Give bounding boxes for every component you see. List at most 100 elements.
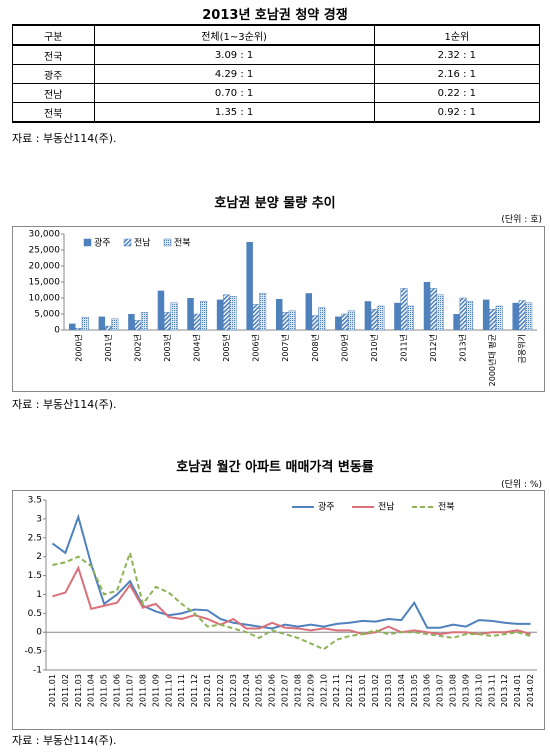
table-row: 광주 4.29 : 1 2.16 : 1 bbox=[12, 64, 541, 84]
x-tick-label: 2012.06 bbox=[268, 674, 277, 707]
bar bbox=[482, 299, 490, 330]
x-tick-label: 2011.09 bbox=[151, 674, 160, 707]
bar bbox=[200, 300, 208, 331]
x-tick-label: 2011.08 bbox=[138, 674, 147, 707]
bar bbox=[489, 308, 497, 331]
table-cell: 광주 bbox=[12, 64, 95, 84]
line bbox=[52, 549, 531, 651]
chart: -1 -0.5 0 0.5 1 1.5 2 2.5 3 3.5 2011.01 2011.02 2011… bbox=[12, 490, 545, 730]
bar bbox=[75, 328, 83, 331]
x-tick-label: 2011.10 bbox=[164, 674, 173, 707]
bar bbox=[305, 293, 313, 330]
y-tick-label: 25,000 bbox=[29, 246, 61, 256]
x-tick-label: 2013.11 bbox=[487, 674, 496, 707]
y-tick-label: 2.5 bbox=[28, 533, 42, 543]
table-row: 전남 0.70 : 1 0.22 : 1 bbox=[12, 83, 541, 103]
header-cell: 1순위 bbox=[373, 24, 541, 46]
chart: 0 5,000 10,000 15,000 20,000 25,000 30,000 2000… bbox=[12, 226, 545, 392]
x-tick-label: 2008년 bbox=[310, 334, 320, 362]
bar bbox=[341, 313, 349, 331]
bar bbox=[495, 305, 503, 331]
x-tick-label: 2007년 bbox=[280, 334, 290, 362]
x-tick-label: 2012.07 bbox=[281, 674, 290, 707]
y-tick-label: 10,000 bbox=[29, 294, 61, 304]
bar bbox=[423, 282, 431, 330]
table-cell: 0.22 : 1 bbox=[373, 83, 541, 103]
table-row: 전북 1.35 : 1 0.92 : 1 bbox=[12, 102, 541, 123]
chart-frame bbox=[12, 490, 545, 730]
y-tick-label: 15,000 bbox=[29, 278, 61, 288]
header-cell: 전체(1~3순위) bbox=[93, 24, 375, 46]
bar bbox=[370, 308, 378, 331]
y-tick-label: 5,000 bbox=[34, 310, 60, 320]
bar bbox=[466, 300, 474, 331]
y-tick-label: 1.5 bbox=[28, 571, 42, 581]
y-tick-label: 0 bbox=[36, 628, 42, 638]
x-tick-label: 2000년 bbox=[73, 334, 83, 362]
x-tick-label: 2013.04 bbox=[397, 674, 406, 707]
x-tick-label: 2013.09 bbox=[461, 674, 470, 707]
y-tick-label: -0.5 bbox=[24, 647, 42, 657]
legend-swatch bbox=[163, 238, 172, 247]
x-tick-label: 2011.02 bbox=[61, 674, 70, 707]
x-tick-label: 2014.02 bbox=[526, 674, 535, 707]
table-cell: 전국 bbox=[12, 44, 95, 65]
bar bbox=[216, 299, 224, 330]
x-tick-label: 2012.02 bbox=[216, 674, 225, 707]
bar bbox=[187, 298, 194, 330]
x-tick-label: 2013.06 bbox=[423, 674, 432, 707]
source: 자료 : 부동산114(주). bbox=[12, 132, 117, 145]
x-tick-label: 2013년 bbox=[458, 334, 468, 362]
bar bbox=[400, 288, 408, 331]
table-row: 전국 3.09 : 1 2.32 : 1 bbox=[12, 44, 541, 65]
x-tick-label: 2011.11 bbox=[177, 674, 186, 707]
bar bbox=[318, 307, 326, 331]
table-cell: 3.09 : 1 bbox=[93, 44, 375, 65]
bar bbox=[459, 297, 467, 331]
y-tick-label: 20,000 bbox=[29, 262, 61, 272]
table-cell: 전북 bbox=[12, 102, 95, 123]
bar bbox=[436, 294, 444, 331]
x-tick-label: 2013.08 bbox=[449, 674, 458, 707]
bar bbox=[377, 305, 385, 331]
bar bbox=[282, 312, 290, 331]
chart-frame bbox=[12, 226, 545, 392]
bar bbox=[512, 302, 519, 330]
table-cell: 2.16 : 1 bbox=[373, 64, 541, 84]
bar bbox=[518, 300, 526, 331]
bar bbox=[128, 314, 135, 330]
table-cell: 0.70 : 1 bbox=[93, 83, 375, 103]
x-tick-label: 2013.01 bbox=[358, 674, 367, 707]
x-tick-label: 2012.05 bbox=[255, 674, 264, 707]
bar bbox=[134, 320, 142, 331]
table-body: 전국 3.09 : 1 2.32 : 1 광주 4.29 : 1 2.16 : 1 전남 0.… bbox=[12, 44, 541, 123]
x-tick-label: 2011.03 bbox=[74, 674, 83, 707]
y-tick-label: 1 bbox=[36, 590, 42, 600]
y-tick-label: 3 bbox=[36, 514, 42, 524]
bar bbox=[430, 288, 438, 331]
legend-label: 전남 bbox=[378, 502, 395, 513]
unit: (단위 : %) bbox=[501, 480, 542, 490]
x-tick-label: 2011.06 bbox=[113, 674, 122, 707]
bar bbox=[364, 301, 372, 330]
bar bbox=[311, 315, 319, 331]
legend-label: 광주 bbox=[318, 501, 335, 513]
y-tick-label: 30,000 bbox=[29, 230, 61, 240]
table-cell: 전남 bbox=[12, 83, 95, 103]
y-tick-label: 2 bbox=[36, 552, 42, 562]
source: 자료 : 부동산114(주). bbox=[12, 734, 117, 747]
table: 구분 전체(1~3순위) 1순위 전국 3.09 : 1 2.32 : 1 광주 4.2… bbox=[12, 24, 541, 123]
legend-swatch bbox=[123, 238, 132, 247]
bar bbox=[170, 302, 178, 331]
bar bbox=[111, 318, 119, 331]
table-cell: 4.29 : 1 bbox=[93, 64, 375, 84]
bar bbox=[394, 302, 401, 330]
y-tick-label: 0 bbox=[54, 326, 60, 336]
y-tick-label: 3.5 bbox=[28, 496, 42, 506]
x-tick-label: 2010년 bbox=[369, 334, 379, 362]
table-cell: 1.35 : 1 bbox=[93, 102, 375, 123]
table-title: 2013년 호남권 청약 경쟁 bbox=[202, 8, 348, 23]
x-tick-label: 2014.01 bbox=[513, 674, 522, 707]
x-tick-label: 2011년 bbox=[398, 334, 408, 362]
